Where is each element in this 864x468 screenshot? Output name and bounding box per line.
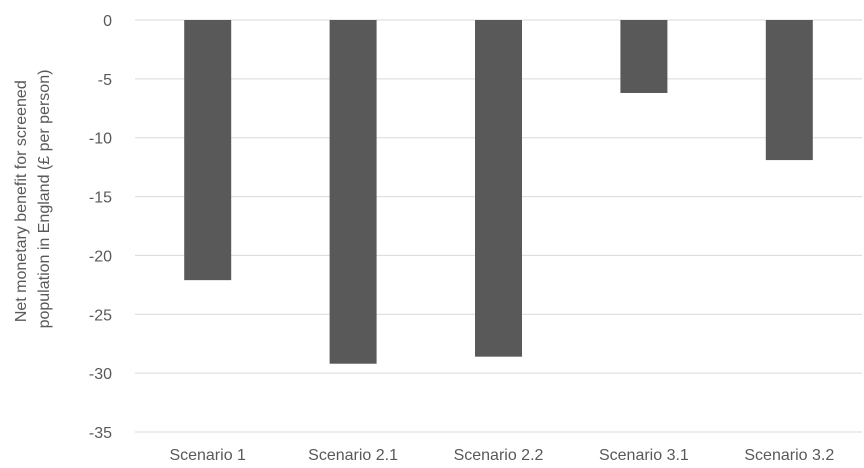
y-tick-label: -20 [89, 248, 112, 265]
y-tick-label: -15 [89, 190, 112, 207]
bar-scenario-2-2 [475, 20, 522, 357]
x-tick-labels: Scenario 1 Scenario 2.1 Scenario 2.2 Scenar… [169, 447, 834, 464]
bar-scenario-3-2 [765, 20, 813, 161]
y-tick-labels: 0 -5 -10 -15 -20 -25 -30 -35 [89, 13, 112, 442]
bar-scenario-2-1 [329, 20, 377, 364]
x-tick-label: Scenario 2.2 [454, 447, 544, 464]
bar-scenario-1 [184, 20, 232, 281]
y-tick-label: -35 [89, 425, 112, 442]
y-axis-title: Net monetary benefit for screened popula… [13, 70, 53, 329]
y-tick-label: -5 [98, 72, 112, 89]
y-tick-label: -10 [89, 131, 112, 148]
y-tick-label: 0 [103, 13, 112, 30]
x-tick-label: Scenario 1 [169, 447, 246, 464]
bars [184, 20, 813, 364]
y-tick-label: -25 [89, 307, 112, 324]
x-tick-label: Scenario 3.2 [744, 447, 834, 464]
x-tick-label: Scenario 2.1 [308, 447, 398, 464]
bar-scenario-3-1 [620, 20, 668, 93]
y-axis-title-line-2: population in England (£ per person) [36, 70, 53, 329]
y-axis-title-line-1: Net monetary benefit for screened [13, 80, 30, 322]
y-tick-label: -30 [89, 366, 112, 383]
x-tick-label: Scenario 3.1 [599, 447, 689, 464]
